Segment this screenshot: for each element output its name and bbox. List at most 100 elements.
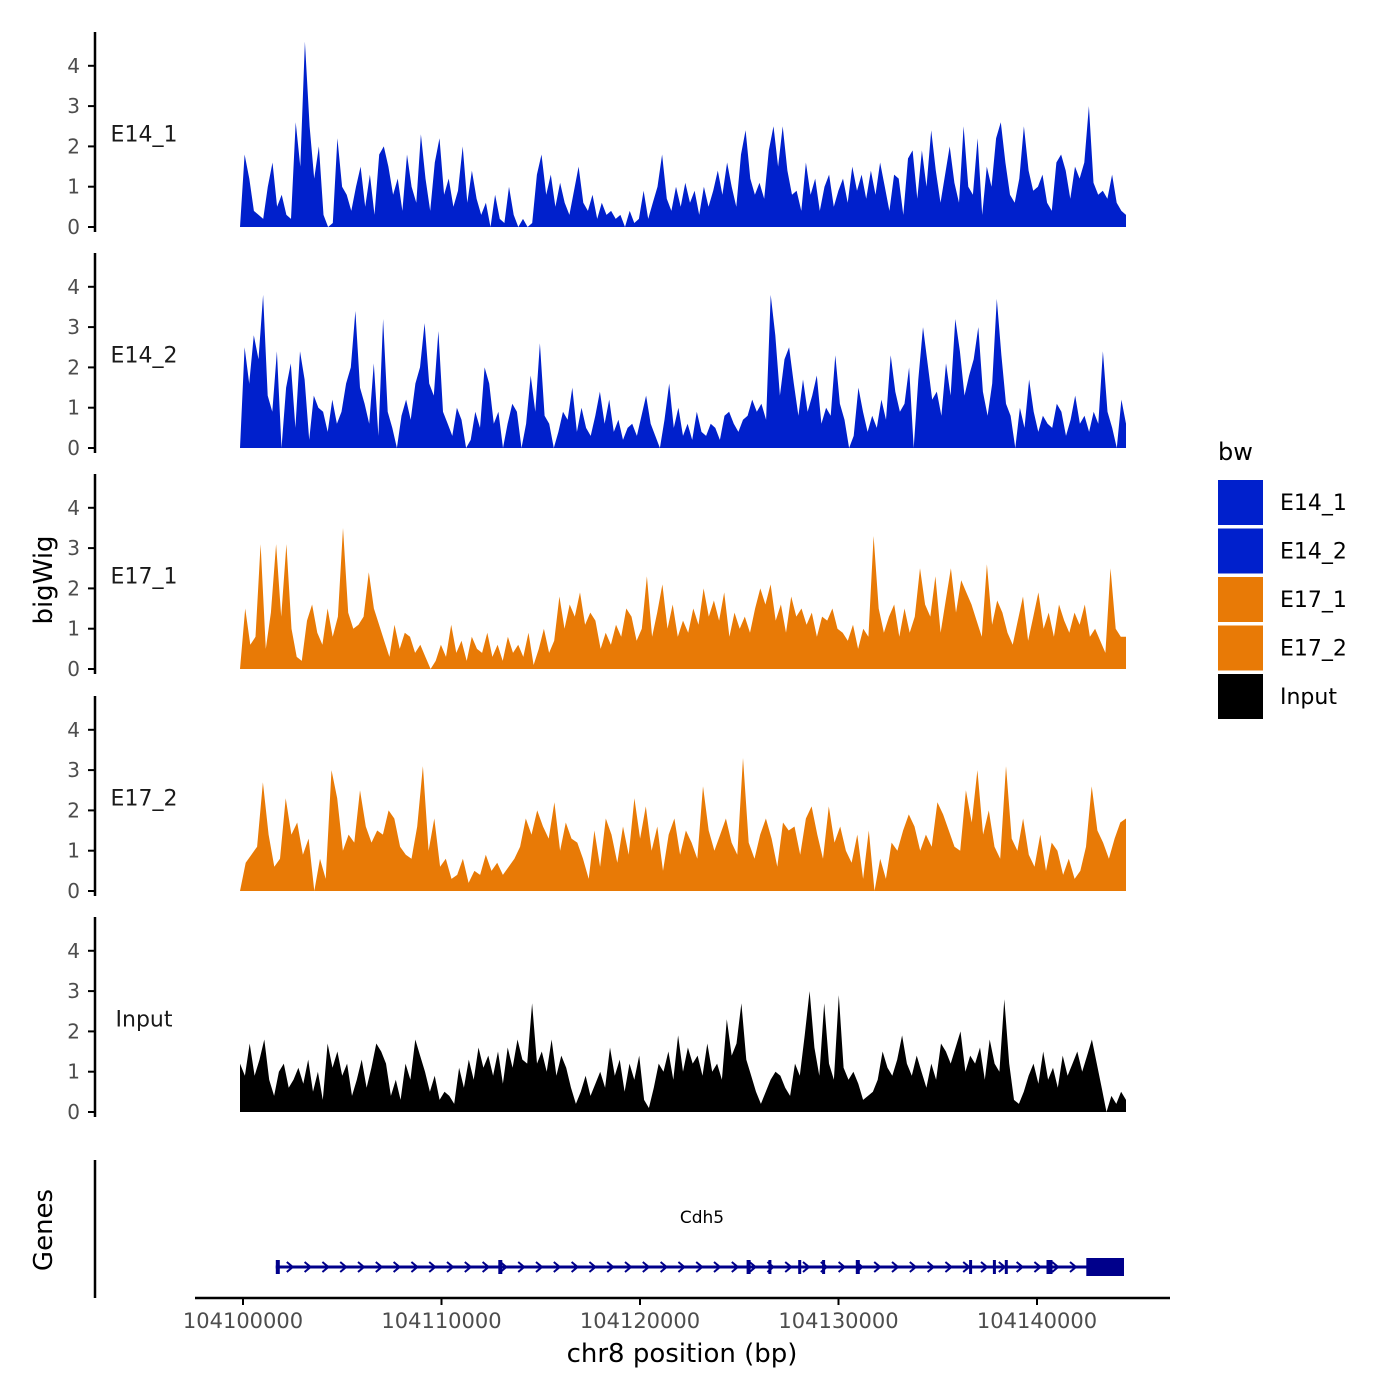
x-axis-title: chr8 position (bp)	[567, 1339, 798, 1369]
strand-arrow	[891, 1261, 900, 1273]
track-panel: 0 1 2 3 4 E17_1	[67, 474, 1126, 681]
strand-arrow	[624, 1261, 633, 1273]
coverage-area-Input	[240, 991, 1126, 1112]
legend-label: E17_2	[1280, 637, 1347, 662]
strand-arrow	[517, 1261, 526, 1273]
y-tick-label: 1	[67, 617, 80, 641]
strand-arrow	[873, 1261, 882, 1273]
strand-arrow	[731, 1261, 740, 1273]
y-tick-label: 2	[67, 798, 80, 822]
gene-exon	[768, 1260, 772, 1274]
gene-track: Cdh5	[93, 1160, 1125, 1298]
strand-arrow	[392, 1261, 402, 1273]
coverage-area-E14_2	[240, 294, 1126, 448]
strand-arrow	[1069, 1261, 1078, 1273]
gene-exon	[275, 1260, 280, 1274]
legend-key	[1218, 625, 1263, 671]
strand-arrow	[553, 1261, 562, 1273]
legend-key	[1218, 480, 1263, 525]
strand-arrow	[802, 1261, 811, 1273]
legend-label: E14_2	[1280, 540, 1347, 565]
legend-label: E17_1	[1280, 588, 1347, 613]
track-label: E14_1	[111, 122, 178, 147]
strand-arrow	[837, 1261, 847, 1273]
y-tick-label: 2	[67, 576, 80, 600]
strand-arrow	[642, 1261, 651, 1273]
y-tick-label: 0	[67, 436, 80, 460]
strand-arrow	[909, 1261, 918, 1273]
y-tick-label: 4	[67, 496, 80, 520]
strand-arrow	[748, 1261, 758, 1273]
gene-exon	[1004, 1260, 1008, 1274]
strand-arrow	[944, 1261, 953, 1273]
strand-arrow	[1033, 1261, 1042, 1273]
y-tick-label: 1	[67, 1060, 80, 1084]
coverage-area-E17_1	[240, 528, 1126, 669]
track-panel: 0 1 2 3 4 E17_2	[67, 696, 1126, 903]
track-panel: 0 1 2 3 4 E14_2	[67, 253, 1126, 460]
x-tick-label: 104110000	[381, 1309, 501, 1333]
legend-key	[1218, 674, 1263, 719]
strand-arrow	[980, 1261, 989, 1273]
x-tick-label: 104120000	[580, 1309, 700, 1333]
strand-arrow	[588, 1261, 597, 1273]
strand-arrow	[1015, 1261, 1025, 1273]
track-label: E17_2	[111, 786, 178, 811]
strand-arrow	[321, 1261, 330, 1273]
gene-exon	[798, 1260, 802, 1274]
strand-arrow	[357, 1261, 366, 1273]
strand-arrow	[535, 1261, 544, 1273]
strand-arrow	[677, 1261, 686, 1273]
y-tick-label: 4	[67, 275, 80, 299]
gene-exon	[855, 1260, 860, 1274]
track-label: E17_1	[111, 564, 178, 589]
gene-exon	[969, 1260, 973, 1274]
legend-key	[1218, 528, 1263, 574]
x-tick-label: 104130000	[778, 1309, 898, 1333]
gene-exon	[1046, 1260, 1053, 1274]
strand-arrow	[713, 1261, 722, 1273]
strand-arrow	[428, 1261, 437, 1273]
track-label: Input	[116, 1007, 173, 1032]
gene-name-label: Cdh5	[680, 1208, 724, 1228]
strand-arrow	[570, 1261, 580, 1273]
track-panel: 0 1 2 3 4 Input	[67, 917, 1126, 1124]
strand-arrow	[286, 1261, 295, 1273]
y-tick-label: 3	[67, 536, 80, 560]
gene-exon	[992, 1260, 996, 1274]
legend-label: E14_1	[1280, 491, 1347, 516]
gene-exon	[498, 1260, 503, 1274]
y-tick-label: 3	[67, 758, 80, 782]
y-tick-label: 0	[67, 879, 80, 903]
strand-arrow	[375, 1261, 384, 1273]
x-tick-label: 104100000	[183, 1309, 303, 1333]
y-axis-title: bigWig	[29, 535, 59, 624]
legend-key	[1218, 577, 1263, 622]
y-tick-label: 2	[67, 134, 80, 158]
y-tick-label: 3	[67, 979, 80, 1003]
y-tick-label: 3	[67, 315, 80, 339]
y-tick-label: 0	[67, 1100, 80, 1124]
strand-arrow	[1051, 1261, 1060, 1273]
strand-arrow	[339, 1261, 348, 1273]
x-tick-label: 104140000	[977, 1309, 1097, 1333]
strand-arrow	[499, 1261, 508, 1273]
y-tick-label: 0	[67, 215, 80, 239]
x-axis: 104100000 104110000 104120000 104130000 1041…	[183, 1296, 1170, 1333]
y-tick-label: 3	[67, 94, 80, 118]
coverage-area-E14_1	[240, 41, 1126, 227]
y-tick-label: 1	[67, 839, 80, 863]
legend: bw E14_1 E14_2 E17_1 E17_2 Input	[1218, 438, 1347, 719]
y-tick-label: 2	[67, 1019, 80, 1043]
strand-arrow	[303, 1261, 313, 1273]
y-tick-label: 1	[67, 175, 80, 199]
strand-arrow	[784, 1261, 793, 1273]
strand-arrow	[446, 1261, 455, 1273]
coverage-area-E17_2	[240, 758, 1126, 891]
gene-exon	[746, 1260, 751, 1274]
strand-arrow	[464, 1261, 473, 1273]
strand-arrow	[695, 1261, 704, 1273]
track-panels: 0 1 2 3 4 E14_1 0 1 2 3 4 E14_2 0 1 2 3 4 E17_1 0 1 2 3 4 E17_2…	[67, 32, 1126, 1124]
gene-exon	[822, 1260, 826, 1274]
